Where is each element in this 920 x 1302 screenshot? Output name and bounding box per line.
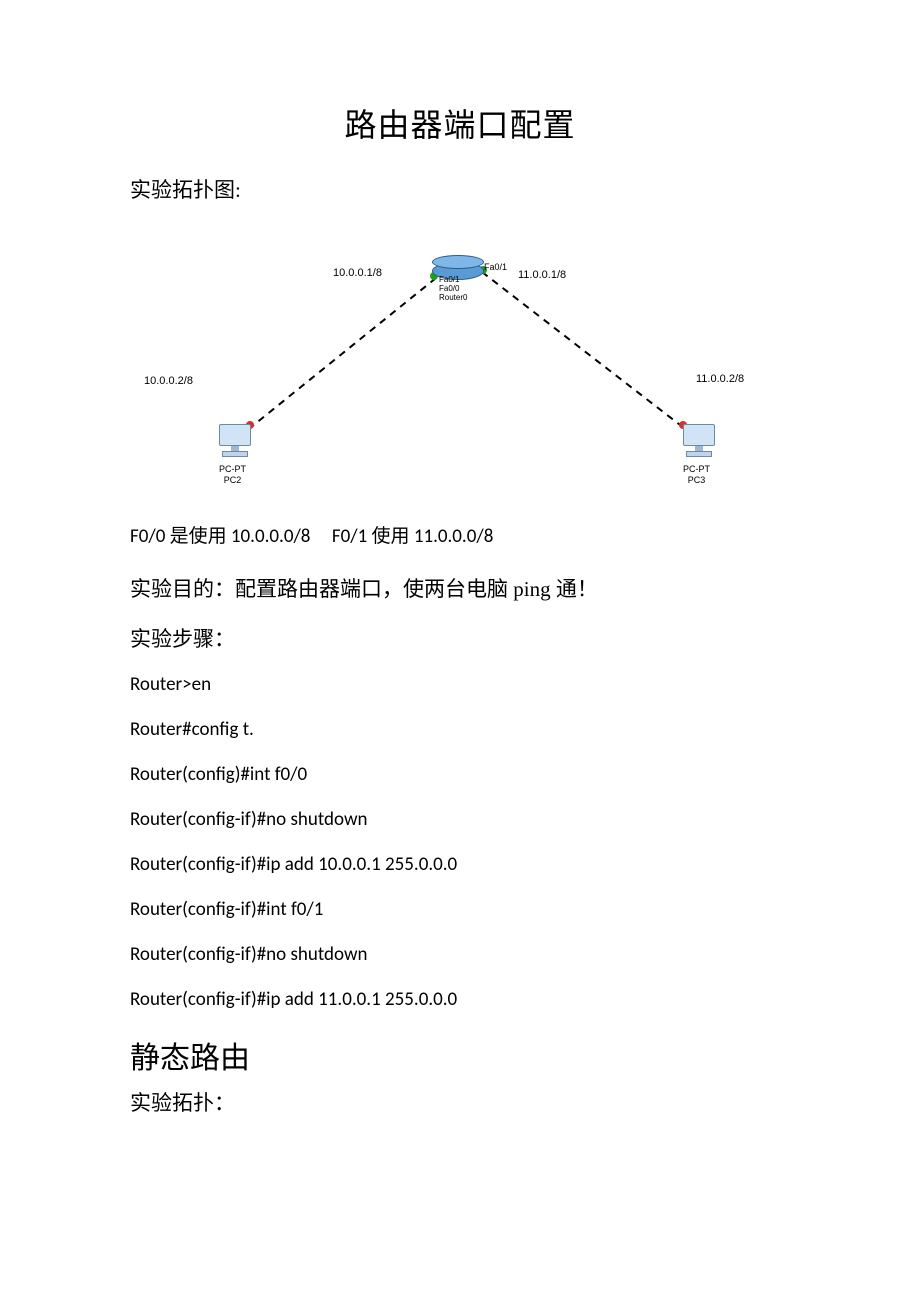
pc3-icon — [680, 424, 718, 464]
experiment-steps-heading: 实验步骤： — [130, 623, 790, 653]
router-icon-top — [432, 255, 484, 269]
link-right — [482, 272, 684, 428]
topology-heading: 实验拓扑图: — [130, 174, 790, 204]
command-line: Router(config-if)#no shutdown — [130, 808, 790, 831]
link-left — [250, 278, 436, 428]
command-line: Router>en — [130, 673, 790, 696]
topology-heading-2: 实验拓扑： — [130, 1087, 790, 1117]
page-title: 路由器端口配置 — [130, 100, 790, 146]
pc2-ip-label: 10.0.0.2/8 — [144, 375, 193, 387]
router-name-text: Router0 — [439, 293, 467, 302]
command-line: Router#config t. — [130, 718, 790, 741]
experiment-goal: 实验目的：配置路由器端口，使两台电脑 ping 通！ — [130, 573, 790, 603]
command-line: Router(config-if)#no shutdown — [130, 943, 790, 966]
pc3-name: PC3 — [688, 475, 706, 485]
section-heading-static-route: 静态路由 — [130, 1033, 790, 1077]
network-topology-diagram: 10.0.0.1/8 Fa0/1 11.0.0.1/8 Fa0/1 Fa0/0 … — [130, 214, 790, 504]
command-line: Router(config)#int f0/0 — [130, 763, 790, 786]
command-line: Router(config-if)#int f0/1 — [130, 898, 790, 921]
router-ip-left-label: 10.0.0.1/8 — [333, 267, 382, 279]
interface-usage-line: F0/0 是使用 10.0.0.0/8 F0/1 使用 11.0.0.0/8 — [130, 524, 790, 551]
pc2-label: PC-PT PC2 — [219, 464, 246, 486]
pc2-type: PC-PT — [219, 464, 246, 474]
router-fa00-text: Fa0/0 — [439, 284, 459, 293]
pc3-label: PC-PT PC3 — [683, 464, 710, 486]
pc2-name: PC2 — [224, 475, 242, 485]
router-port-labels: Fa0/1 Fa0/0 Router0 — [439, 276, 467, 302]
command-line: Router(config-if)#ip add 11.0.0.1 255.0.… — [130, 988, 790, 1011]
pc2-icon — [216, 424, 254, 464]
router-fa01-label: Fa0/1 — [484, 262, 507, 272]
command-line: Router(config-if)#ip add 10.0.0.1 255.0.… — [130, 853, 790, 876]
pc3-ip-label: 11.0.0.2/8 — [696, 373, 744, 385]
router-ip-right-label: 11.0.0.1/8 — [518, 269, 566, 281]
pc3-type: PC-PT — [683, 464, 710, 474]
router-fa01-text: Fa0/1 — [439, 275, 459, 284]
